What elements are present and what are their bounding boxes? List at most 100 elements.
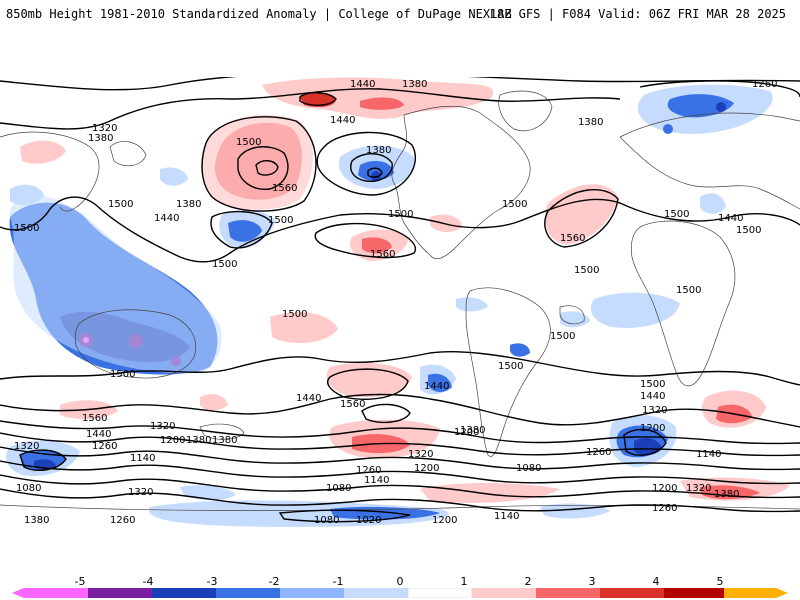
contour-1320-north — [639, 80, 800, 98]
colorbar-tick-label: -5 — [74, 575, 86, 588]
colorbar-tick-label: -4 — [142, 575, 154, 588]
contour-label: 1200 — [640, 423, 665, 434]
contour-label: 1500 — [268, 215, 293, 226]
australia-coast — [74, 309, 196, 379]
colorbar-tick-label: 0 — [396, 575, 404, 588]
colorbar-seg — [600, 588, 664, 598]
contour-label: 1380 — [186, 435, 211, 446]
contour-label: 1140 — [130, 453, 155, 464]
contour-label: 1320 — [92, 123, 117, 134]
colorbar-seg — [536, 588, 600, 598]
contour-label: 1380 — [88, 133, 113, 144]
colorbar-tip-right — [776, 588, 788, 598]
contour-1560-tropics — [314, 222, 417, 259]
asia-coast — [0, 131, 100, 212]
south-america-coast — [465, 287, 551, 457]
contour-label: 1560 — [370, 249, 395, 260]
contour-label: 1320 — [686, 483, 711, 494]
contour-label: 1500 — [236, 137, 261, 148]
contour-1140-south — [0, 474, 800, 499]
contour-label: 1500 — [502, 199, 527, 210]
contour-label: 1140 — [696, 449, 721, 460]
contour-label: 1200 — [414, 463, 439, 474]
contour-label: 1260 — [652, 503, 677, 514]
contour-label: 1440 — [296, 393, 321, 404]
negative-anomaly-areas — [6, 84, 773, 527]
contour-label: 1200 — [454, 427, 479, 438]
contour-1320-gulf-alaska — [350, 153, 393, 182]
contour-label: 1560 — [560, 233, 585, 244]
contour-label: 1440 — [154, 213, 179, 224]
contour-label: 1260 — [92, 441, 117, 452]
color-scale-bar — [12, 588, 788, 598]
contour-label: 1500 — [212, 259, 237, 270]
contour-label: 1440 — [330, 115, 355, 126]
colorbar-seg — [472, 588, 536, 598]
contour-1260-south — [0, 446, 800, 471]
colorbar-seg — [24, 588, 88, 598]
contour-label: 1320 — [642, 405, 667, 416]
contour-1380-south — [0, 420, 800, 445]
contour-label: 1500 — [574, 265, 599, 276]
north-america-coast — [391, 105, 531, 259]
contour-label: 1320 — [14, 441, 39, 452]
contour-label: 1440 — [640, 391, 665, 402]
contour-label: 1260 — [356, 465, 381, 476]
map-title: 850mb Height 1981-2010 Standardized Anom… — [6, 7, 512, 21]
colorbar-tick-label: -2 — [268, 575, 280, 588]
colorbar-seg — [216, 588, 280, 598]
contour-label: 1020 — [356, 515, 381, 526]
colorbar-tick-label: 4 — [652, 575, 660, 588]
contour-1200-south — [0, 460, 800, 485]
contour-label: 1380 — [402, 79, 427, 90]
contour-1380-gulf-alaska — [316, 131, 417, 196]
contour-label: 1260 — [752, 79, 777, 90]
contour-1080-south — [0, 488, 800, 513]
contour-label: 1500 — [676, 285, 701, 296]
contour-1500-south — [0, 351, 800, 386]
map-svg: 1380 1440 1260 1320 1380 1380 1500 1560 … — [0, 77, 800, 528]
contour-1560-atlantic — [544, 188, 619, 248]
contour-label: 1320 — [128, 487, 153, 498]
coastlines — [0, 90, 800, 511]
colorbar-tick-label: 1 — [460, 575, 468, 588]
contour-label: 1380 — [714, 489, 739, 500]
contour-label: 1200 — [652, 483, 677, 494]
contour-label: 1380 — [578, 117, 603, 128]
colorbar-tick-label: -3 — [206, 575, 218, 588]
contour-1440-south — [0, 393, 800, 428]
contour-label: 1380 — [24, 515, 49, 526]
contour-label: 1560 — [272, 183, 297, 194]
contour-label: 1440 — [86, 429, 111, 440]
contour-label: 1440 — [424, 381, 449, 392]
contour-label: 1320 — [150, 421, 175, 432]
contour-1440-north — [0, 88, 621, 130]
colorbar-tip-left — [12, 588, 24, 598]
contour-label: 1260 — [110, 515, 135, 526]
contour-label: 1500 — [550, 331, 575, 342]
colorbar-tick-label: -1 — [332, 575, 344, 588]
contour-label: 1140 — [364, 475, 389, 486]
contour-labels: 1380 1440 1260 1320 1380 1380 1500 1560 … — [14, 79, 777, 526]
colorbar-seg — [344, 588, 408, 598]
antarctica-coast — [0, 504, 800, 511]
contour-label: 1500 — [640, 379, 665, 390]
contour-1440-pacific-ridge — [201, 116, 317, 212]
europe-asia-coast — [619, 112, 800, 210]
contour-label: 1080 — [516, 463, 541, 474]
contour-label: 1380 — [176, 199, 201, 210]
contour-label: 1080 — [326, 483, 351, 494]
chart-header: 850mb Height 1981-2010 Standardized Anom… — [0, 0, 800, 30]
contour-label: 1440 — [350, 79, 375, 90]
contour-1500-subtropics — [0, 196, 800, 263]
colorbar-tick-label: 5 — [716, 575, 724, 588]
contour-label: 1200 — [160, 435, 185, 446]
contour-1560-pacific-ridge — [255, 160, 279, 176]
contour-label: 1440 — [718, 213, 743, 224]
contour-label: 1200 — [432, 515, 457, 526]
contour-label: 1140 — [494, 511, 519, 522]
contour-label: 1380 — [366, 145, 391, 156]
contour-label: 1500 — [282, 309, 307, 320]
colorbar-tick-label: 2 — [524, 575, 532, 588]
colorbar-seg — [152, 588, 216, 598]
